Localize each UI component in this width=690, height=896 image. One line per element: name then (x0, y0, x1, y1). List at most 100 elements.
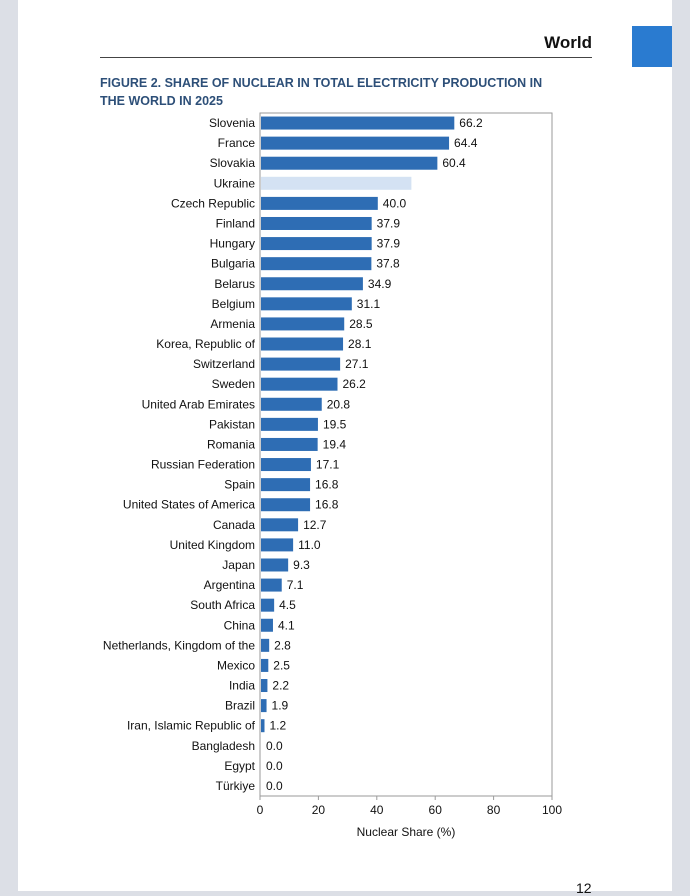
x-tick-label: 100 (542, 803, 562, 817)
bar (261, 377, 338, 391)
bar (261, 397, 322, 411)
data-label: 60.4 (442, 156, 466, 170)
bar (261, 237, 372, 251)
category-label: Korea, Republic of (156, 337, 255, 351)
header-rule (100, 57, 592, 58)
category-label: Slovenia (209, 116, 255, 130)
x-tick-label: 80 (487, 803, 501, 817)
x-axis-label: Nuclear Share (%) (357, 825, 456, 839)
bar (261, 598, 275, 612)
data-label: 1.9 (272, 699, 289, 713)
data-label: 28.1 (348, 337, 372, 351)
data-label: 34.9 (368, 277, 392, 291)
bar (261, 277, 363, 291)
data-label: 19.5 (323, 417, 347, 431)
bar (261, 458, 311, 472)
category-label: France (218, 136, 256, 150)
category-label: Bulgaria (211, 257, 255, 271)
data-label: 2.5 (273, 658, 290, 672)
data-label: 2.2 (272, 679, 289, 693)
data-label: 37.9 (377, 216, 401, 230)
category-label: India (229, 679, 255, 693)
bar (261, 116, 455, 130)
bar (261, 719, 265, 733)
data-label: 12.7 (303, 518, 327, 532)
bar (261, 337, 344, 351)
bar (261, 558, 289, 572)
data-label: 2.8 (274, 638, 291, 652)
data-label: 28.5 (349, 317, 373, 331)
category-label: Belgium (212, 297, 255, 311)
bar (261, 156, 438, 170)
bar (261, 478, 311, 492)
bar (261, 176, 412, 190)
data-label: 9.3 (293, 558, 310, 572)
x-tick-label: 0 (257, 803, 264, 817)
bar (261, 317, 345, 331)
bar (261, 417, 318, 431)
data-label: 16.8 (315, 478, 339, 492)
category-label: Hungary (210, 237, 255, 251)
bar (261, 618, 273, 632)
x-tick-label: 20 (312, 803, 326, 817)
figure-title: FIGURE 2. SHARE OF NUCLEAR IN TOTAL ELEC… (100, 76, 543, 108)
category-label: Spain (224, 478, 255, 492)
bar (261, 578, 282, 592)
category-label: Argentina (204, 578, 256, 592)
bar (261, 658, 269, 672)
bar (261, 136, 450, 150)
category-label: Armenia (210, 317, 255, 331)
category-label: Ukraine (214, 176, 256, 190)
category-label: Switzerland (193, 357, 255, 371)
category-label: Romania (207, 437, 255, 451)
data-label: 11.0 (298, 538, 321, 552)
bar (261, 679, 268, 693)
bar (261, 437, 318, 451)
category-label: Czech Republic (171, 196, 255, 210)
data-label: 19.4 (323, 437, 347, 451)
category-label: Canada (213, 518, 255, 532)
category-label: United Arab Emirates (142, 397, 255, 411)
bar (261, 216, 372, 230)
data-label: 37.9 (377, 237, 401, 251)
data-label: 0.0 (266, 739, 283, 753)
category-label: Mexico (217, 658, 255, 672)
section-title: World (544, 33, 592, 52)
data-label: 0.0 (266, 759, 283, 773)
bar (261, 498, 311, 512)
data-label: 64.4 (454, 136, 478, 150)
bar (261, 196, 378, 210)
data-label: 27.1 (345, 357, 369, 371)
category-label: Japan (222, 558, 255, 572)
category-label: South Africa (190, 598, 255, 612)
data-label: 17.1 (316, 458, 340, 472)
bar (261, 638, 270, 652)
data-label: 66.2 (459, 116, 483, 130)
bar (261, 538, 294, 552)
data-label: 37.8 (376, 257, 400, 271)
data-label: 0.0 (266, 779, 283, 793)
bar (261, 357, 341, 371)
data-label: 7.1 (287, 578, 304, 592)
data-label: 4.1 (278, 618, 295, 632)
x-tick-label: 60 (429, 803, 443, 817)
data-label: 1.2 (270, 719, 287, 733)
category-label: China (224, 618, 256, 632)
bar (261, 257, 372, 271)
category-label: Bangladesh (192, 739, 255, 753)
category-label: United Kingdom (170, 538, 255, 552)
data-label: 40.0 (383, 196, 407, 210)
category-label: Brazil (225, 699, 255, 713)
data-label: 31.1 (357, 297, 381, 311)
page-number: 12 (576, 880, 592, 896)
category-label: Belarus (214, 277, 255, 291)
category-label: Finland (216, 216, 255, 230)
bar (261, 297, 352, 311)
category-label: Türkiye (216, 779, 256, 793)
data-label: 4.5 (279, 598, 296, 612)
plot-area-frame (259, 112, 553, 797)
category-label: United States of America (123, 498, 255, 512)
data-label: 26.2 (343, 377, 367, 391)
category-label: Slovakia (210, 156, 256, 170)
